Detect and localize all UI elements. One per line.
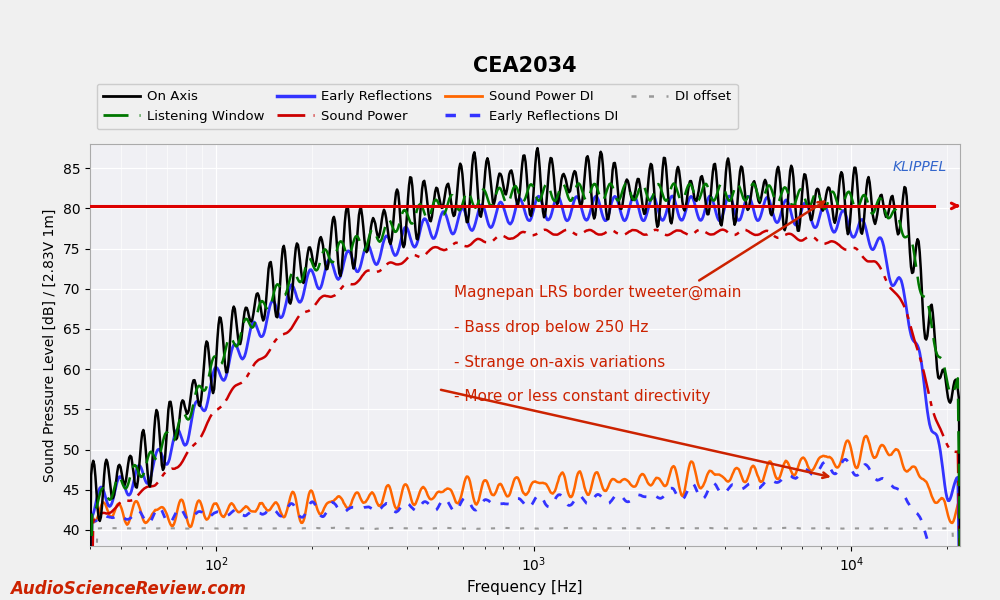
Text: Magnepan LRS border tweeter@main

- Bass drop below 250 Hz

- Strange on-axis va: Magnepan LRS border tweeter@main - Bass … <box>454 202 824 404</box>
Text: AudioScienceReview.com: AudioScienceReview.com <box>10 580 246 598</box>
Legend: On Axis, Listening Window, Early Reflections, Sound Power, Sound Power DI, Early: On Axis, Listening Window, Early Reflect… <box>97 83 738 130</box>
Title: CEA2034: CEA2034 <box>473 56 577 76</box>
Y-axis label: Sound Pressure Level [dB] / [2.83V 1m]: Sound Pressure Level [dB] / [2.83V 1m] <box>43 208 57 482</box>
X-axis label: Frequency [Hz]: Frequency [Hz] <box>467 580 583 595</box>
Text: KLIPPEL: KLIPPEL <box>893 160 947 174</box>
